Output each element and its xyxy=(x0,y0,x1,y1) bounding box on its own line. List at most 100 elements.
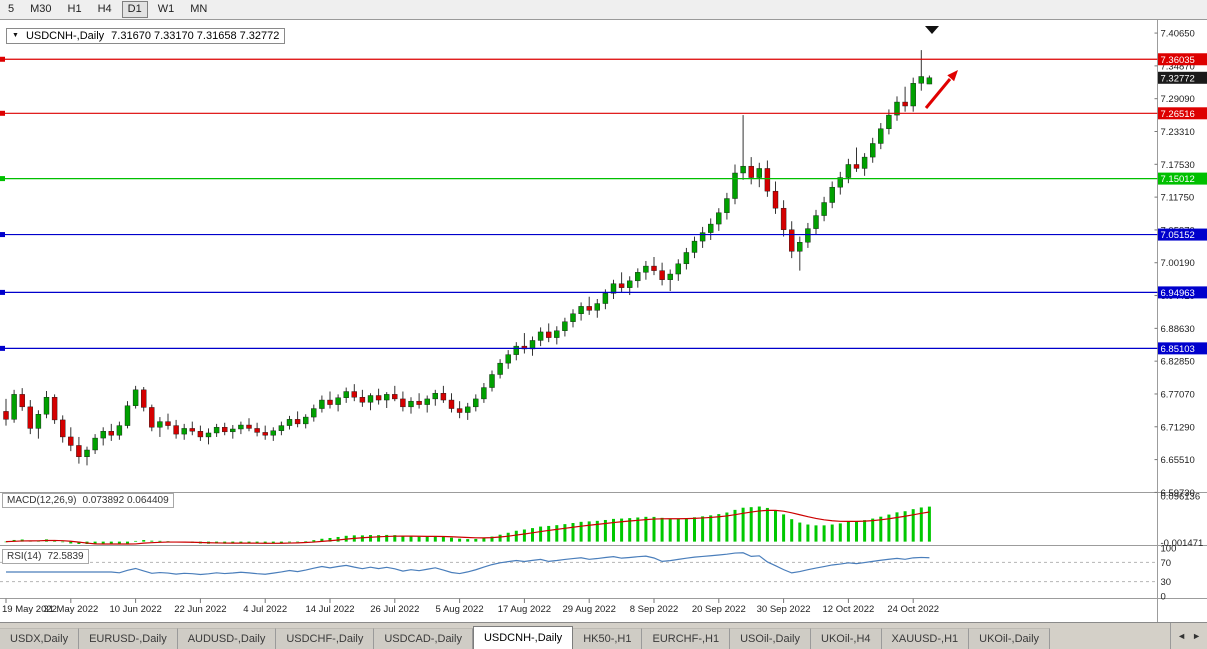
macd-histogram-bar xyxy=(717,514,721,542)
candle-body xyxy=(797,242,803,252)
macd-histogram-bar xyxy=(709,515,713,542)
candle-body xyxy=(456,408,463,413)
candle-body xyxy=(68,436,74,446)
candle-body xyxy=(408,400,414,408)
chart-ohlc-values: 7.31670 7.33170 7.31658 7.32772 xyxy=(111,30,280,42)
candle-body xyxy=(286,419,293,426)
candle-body xyxy=(327,399,333,405)
price-axis-label: 7.40650 xyxy=(1161,29,1195,40)
candle-body xyxy=(829,186,835,203)
chart-tab-usoil-daily[interactable]: USOil-,Daily xyxy=(730,628,812,649)
candle-body xyxy=(27,406,33,429)
rsi-name: RSI(14) xyxy=(7,551,42,562)
timeframe-button-h1[interactable]: H1 xyxy=(67,3,82,15)
rsi-axis-label: 70 xyxy=(1161,558,1172,569)
level-price-tag-text: 7.36035 xyxy=(1161,55,1195,66)
trend-arrow[interactable] xyxy=(924,78,952,109)
rsi-line xyxy=(6,552,930,576)
level-line-handle[interactable] xyxy=(0,289,5,295)
macd-histogram-bar xyxy=(644,516,648,542)
macd-histogram-bar xyxy=(522,529,526,542)
candle-body xyxy=(60,419,66,438)
level-price-tag-text: 6.85103 xyxy=(1161,344,1195,355)
level-line-handle[interactable] xyxy=(0,176,5,182)
macd-histogram-bar xyxy=(765,507,769,542)
level-price-tag xyxy=(1158,228,1207,241)
macd-histogram-bar xyxy=(620,518,624,542)
macd-histogram-bar xyxy=(117,541,121,544)
macd-histogram-bar xyxy=(490,536,494,542)
chart-tab-audusd-daily[interactable]: AUDUSD-,Daily xyxy=(177,628,277,649)
level-price-tag-text: 6.94963 xyxy=(1161,288,1195,299)
level-line-handle[interactable] xyxy=(0,110,5,116)
chart-tab-eurusd-daily[interactable]: EURUSD-,Daily xyxy=(79,628,178,649)
level-line-handle[interactable] xyxy=(0,232,5,238)
candle-body xyxy=(424,398,430,405)
candle-body xyxy=(910,83,916,107)
macd-histogram-bar xyxy=(506,532,510,542)
timeframe-button-mn[interactable]: MN xyxy=(190,3,208,15)
candle-body xyxy=(505,354,511,364)
level-line-handle[interactable] xyxy=(0,56,5,62)
date-axis-label: 24 Oct 2022 xyxy=(887,604,939,615)
candle-body xyxy=(375,395,382,401)
timeframe-button-5[interactable]: 5 xyxy=(8,3,15,15)
chart-tab-hk50-h1[interactable]: HK50-,H1 xyxy=(573,628,643,649)
chart-dropdown-icon[interactable]: ▼ xyxy=(12,32,19,39)
timeframe-button-d1[interactable]: D1 xyxy=(121,1,148,18)
candle-body xyxy=(149,407,155,428)
candle-body xyxy=(659,270,665,280)
candle-body xyxy=(473,398,479,408)
chart-area: 7.40650 7.34870 7.29090 7.23310 7.17530 7.117… xyxy=(0,20,1207,622)
candle-body xyxy=(19,394,25,408)
macd-histogram-bar xyxy=(741,507,745,542)
chart-tab-usdx-daily[interactable]: USDX,Daily xyxy=(0,628,80,649)
price-axis-label: 6.59730 xyxy=(1161,488,1195,499)
tab-scroll-right-icon[interactable]: ► xyxy=(1192,631,1201,641)
candle-body xyxy=(238,424,244,430)
candle-body xyxy=(400,398,406,408)
candle-body xyxy=(100,431,106,439)
macd-histogram-bar xyxy=(814,525,818,542)
macd-histogram-bar xyxy=(919,507,923,542)
chart-tabbar: USDX,Daily EURUSD-,Daily AUDUSD-,Daily USDC… xyxy=(0,622,1207,649)
candle-body xyxy=(878,128,884,144)
candle-body xyxy=(756,168,762,178)
trend-arrow-head-icon[interactable] xyxy=(947,70,958,82)
timeframe-button-m30[interactable]: M30 xyxy=(30,3,52,15)
tab-scroll-left-icon[interactable]: ◄ xyxy=(1177,631,1187,641)
chart-tab-usdchf-daily[interactable]: USDCHF-,Daily xyxy=(276,628,375,649)
macd-histogram-bar xyxy=(77,541,81,544)
macd-histogram-bar xyxy=(855,521,858,542)
candle-body xyxy=(432,393,438,400)
date-axis-label: 8 Sep 2022 xyxy=(630,604,679,615)
candle-body xyxy=(254,428,260,433)
macd-histogram-bar xyxy=(587,521,591,542)
macd-histogram-bar xyxy=(871,518,875,542)
macd-histogram-bar xyxy=(409,536,413,542)
macd-histogram-bar xyxy=(579,521,583,542)
candle-body xyxy=(886,114,892,129)
macd-histogram-bar xyxy=(425,536,429,542)
chart-tab-xauusd-h1[interactable]: XAUUSD-,H1 xyxy=(881,628,970,649)
chart-tab-ukoil-daily[interactable]: UKOil-,Daily xyxy=(969,628,1051,649)
macd-histogram-bar xyxy=(466,539,470,542)
macd-histogram-bar xyxy=(693,517,696,542)
macd-histogram-bar xyxy=(571,523,575,542)
candle-body xyxy=(902,101,908,107)
timeframe-button-h4[interactable]: H4 xyxy=(97,3,112,15)
macd-histogram-bar xyxy=(450,537,453,542)
chart-tab-usdcnh-daily[interactable]: USDCNH-,Daily xyxy=(472,626,574,649)
candlestick-chart-canvas[interactable]: 7.40650 7.34870 7.29090 7.23310 7.17530 7.117… xyxy=(0,20,1207,622)
chart-tab-usdcad-daily[interactable]: USDCAD-,Daily xyxy=(374,628,473,649)
candle-body xyxy=(821,202,827,216)
chart-tab-ukoil-h4[interactable]: UKOil-,H4 xyxy=(811,628,882,649)
chart-tab-eurchf-h1[interactable]: EURCHF-,H1 xyxy=(642,628,731,649)
level-line-handle[interactable] xyxy=(0,345,5,351)
timeframe-button-w1[interactable]: W1 xyxy=(157,3,175,15)
macd-histogram-bar xyxy=(514,530,518,542)
macd-histogram-bar xyxy=(304,541,308,542)
candle-body xyxy=(870,143,876,158)
candle-body xyxy=(319,399,325,409)
candle-body xyxy=(35,414,42,429)
